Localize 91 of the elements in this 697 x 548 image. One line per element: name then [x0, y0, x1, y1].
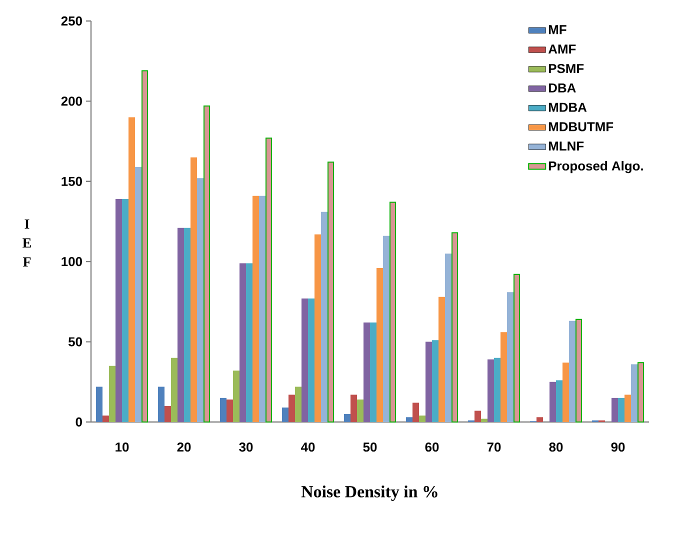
bar — [314, 234, 322, 422]
bar — [406, 417, 413, 422]
bar — [494, 358, 501, 422]
bar — [308, 298, 315, 422]
bar — [190, 157, 198, 422]
bar — [135, 166, 142, 422]
x-tick-label: 40 — [301, 442, 315, 452]
bar — [282, 408, 289, 422]
bar — [376, 268, 384, 422]
x-tick-label: 60 — [425, 442, 439, 452]
bar — [370, 322, 377, 422]
x-tick-label: 80 — [549, 442, 563, 452]
bar — [288, 394, 296, 422]
bar — [500, 332, 508, 422]
bar — [266, 138, 272, 422]
bar — [514, 274, 520, 422]
bar — [197, 178, 204, 422]
bar — [438, 296, 446, 422]
bar — [128, 117, 136, 422]
bar — [445, 254, 452, 422]
bar — [412, 402, 420, 422]
bar — [364, 322, 370, 422]
bar — [638, 362, 644, 422]
bar — [390, 202, 396, 422]
x-tick-label: 50 — [363, 442, 377, 452]
x-axis-title: Noise Density in % — [301, 486, 438, 501]
bar — [158, 386, 165, 422]
legend-label: Proposed Algo. — [548, 161, 643, 174]
bar — [569, 320, 576, 422]
legend-label: MDBUTMF — [548, 122, 614, 132]
bar — [246, 263, 253, 422]
bar — [562, 362, 570, 422]
bar — [252, 196, 260, 422]
y-tick-label: 150 — [62, 176, 82, 186]
bar — [357, 400, 364, 422]
bar — [481, 418, 488, 422]
bar — [302, 298, 308, 422]
y-tick-label: 0 — [76, 417, 82, 427]
bar — [432, 340, 439, 422]
bar — [96, 386, 103, 422]
bar — [350, 394, 358, 422]
bar — [556, 380, 563, 422]
y-tick-label: 50 — [68, 337, 82, 346]
bar — [618, 398, 624, 422]
bar — [536, 417, 544, 422]
bar — [612, 398, 618, 422]
bar — [226, 400, 234, 422]
bar — [321, 212, 328, 422]
legend-label: DBA — [548, 83, 576, 92]
bar — [109, 366, 116, 422]
y-tick-label: 200 — [61, 96, 82, 106]
bar — [344, 414, 351, 422]
x-tick-label: 30 — [239, 442, 253, 452]
y-tick-label: 250 — [61, 16, 82, 26]
legend-label: AMF — [548, 44, 576, 54]
x-tick-label: 70 — [487, 442, 501, 452]
x-tick-label: 10 — [116, 442, 129, 452]
bar — [122, 199, 129, 422]
bar — [419, 416, 426, 422]
bar — [383, 236, 390, 422]
x-tick-label: 20 — [177, 442, 191, 452]
bar — [624, 394, 631, 422]
bar — [204, 106, 210, 422]
bar — [295, 386, 302, 422]
x-tick-label: 90 — [611, 442, 625, 452]
bar — [631, 364, 638, 422]
bar — [507, 292, 514, 422]
y-tick-label: 100 — [62, 256, 82, 266]
bar — [102, 416, 110, 422]
bar — [488, 359, 494, 422]
bar — [259, 196, 266, 422]
bar — [452, 232, 458, 422]
bar — [474, 410, 482, 422]
bar — [550, 382, 556, 422]
bar — [116, 199, 122, 422]
bar — [240, 263, 246, 422]
bar — [220, 398, 227, 422]
bar — [178, 228, 184, 422]
bar — [233, 370, 240, 422]
bar — [142, 70, 148, 422]
bar — [328, 162, 334, 422]
bar — [184, 228, 191, 422]
bar — [426, 342, 432, 422]
bar — [164, 406, 172, 422]
legend-label: MLNF — [548, 142, 584, 151]
bar — [171, 358, 178, 422]
y-axis-title: I E F — [22, 219, 31, 266]
legend-label: MF — [548, 25, 566, 34]
legend-label: MDBA — [548, 102, 587, 112]
bar — [576, 318, 582, 422]
legend-label: PSMF — [548, 64, 584, 74]
